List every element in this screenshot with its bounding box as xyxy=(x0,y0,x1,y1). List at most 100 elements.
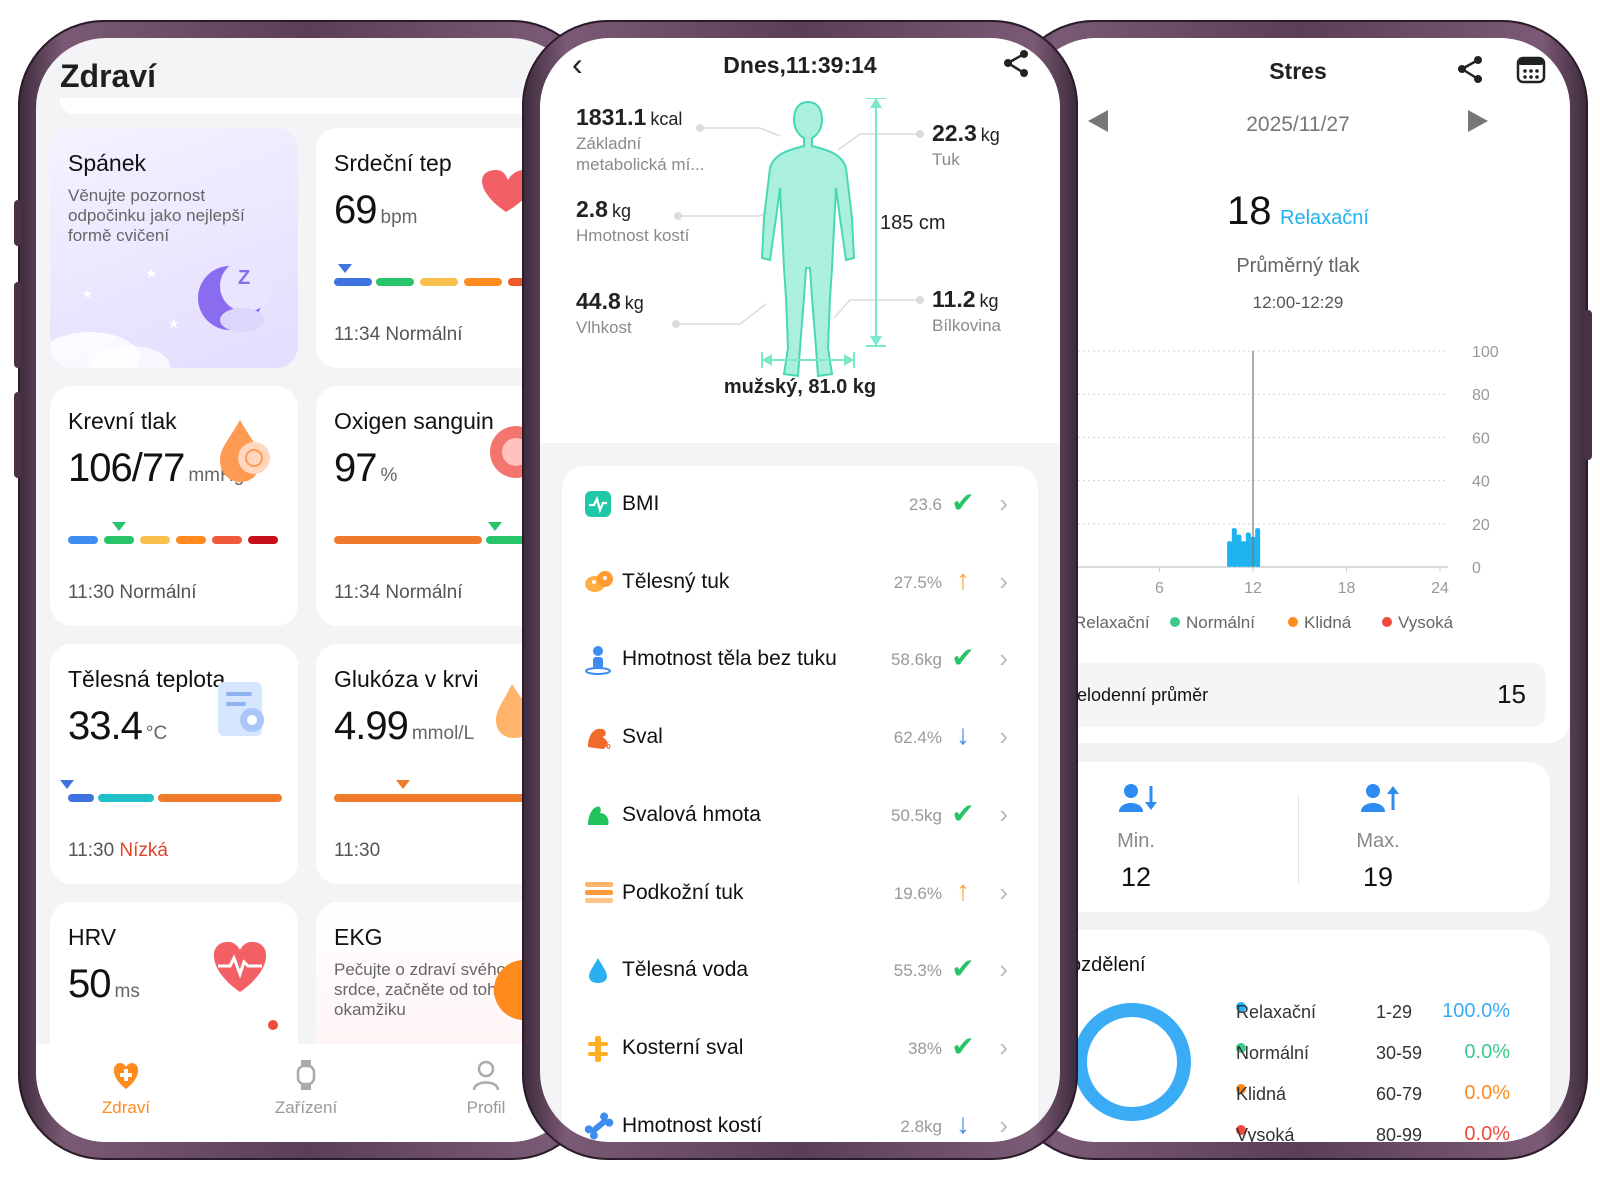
page-title: Dnes,11:39:14 xyxy=(723,52,877,78)
bone-icon xyxy=(584,1112,614,1140)
metric-value: 62.4% xyxy=(893,728,942,748)
metric-row[interactable]: Tělesná voda 55.3% ✔ › xyxy=(562,932,1038,1010)
pulse-icon xyxy=(584,490,612,518)
card-footer: 11:34 Normální xyxy=(334,582,463,603)
check-icon: ✔ xyxy=(951,487,975,518)
metric-row[interactable]: BMI 23.6 ✔ › xyxy=(562,466,1038,544)
bmr-metric: 1831.1 kcal Základní metabolická mí... xyxy=(576,104,705,174)
body-screen: ‹ Dnes,11:39:14 xyxy=(540,38,1060,1142)
stress-bar xyxy=(1231,528,1237,567)
metric-row[interactable]: Hmotnost kostí 2.8kg ↓ › xyxy=(562,1088,1038,1142)
svg-text:★: ★ xyxy=(168,316,180,331)
stress-up-icon xyxy=(1361,784,1399,812)
stress-subtitle: Průměrný tlak xyxy=(1236,255,1360,277)
stress-bar xyxy=(1236,534,1242,567)
water-metric: 44.8 kg Vlhkost xyxy=(576,288,644,337)
heart-icon xyxy=(482,170,536,212)
page-title: Stres xyxy=(1269,58,1327,84)
level-segment xyxy=(140,536,170,544)
stress-bar xyxy=(1241,541,1247,567)
page-title: Zdraví xyxy=(60,58,157,94)
y-tick-label: 80 xyxy=(1472,387,1490,404)
chevron-right-icon: › xyxy=(999,798,1008,829)
thermometer-doc-icon xyxy=(218,682,264,736)
bottom-nav: Zdraví Zařízení Profil xyxy=(36,1044,580,1142)
metric-row[interactable]: Svalová hmota 50.5kg ✔ › xyxy=(562,777,1038,855)
metric-value: 58.6kg xyxy=(890,650,942,670)
check-icon: ✔ xyxy=(951,642,975,674)
metric-row[interactable]: Tělesný tuk 27.5% ↑ › xyxy=(562,544,1038,622)
metric-value: 50.5kg xyxy=(890,805,942,825)
nav-profile[interactable]: Profil xyxy=(436,1058,536,1118)
time-range: 12:00-12:29 xyxy=(1252,293,1344,312)
arrow-down-icon: ↓ xyxy=(956,1107,970,1139)
temperature-card[interactable]: Tělesná teplota 33.4 °C 11:30 Nízká xyxy=(50,644,298,884)
layers-icon xyxy=(584,879,613,907)
protein-metric: 11.2 kg Bílkovina xyxy=(932,286,1001,335)
metric-value: 23.6 xyxy=(908,495,942,514)
spo2-value: 97% xyxy=(334,446,398,490)
phone-stress: ‹ Stres 2025/11/27 18 Relaxační Průměrný… xyxy=(1008,20,1592,1160)
phone-health: Zdraví Spánek Věnujte pozornost odpočink… xyxy=(14,20,598,1160)
legend-calm: Klidná xyxy=(1288,613,1351,633)
stress-bar xyxy=(1245,532,1251,567)
phone-button xyxy=(14,392,22,478)
level-marker xyxy=(396,780,410,789)
card-footer: 11:30 Nízká xyxy=(68,840,168,861)
metric-name: Hmotnost kostí xyxy=(622,1113,763,1137)
level-marker xyxy=(338,264,352,273)
next-day-icon[interactable] xyxy=(1468,110,1488,132)
y-tick-label: 40 xyxy=(1472,474,1490,491)
level-segment xyxy=(176,536,206,544)
metric-row[interactable]: % Sval 62.4% ↓ › xyxy=(562,699,1038,777)
nav-device[interactable]: Zařízení xyxy=(256,1058,356,1118)
date-label: 2025/11/27 xyxy=(1246,113,1350,136)
legend-high: Vysoká xyxy=(1382,613,1453,633)
gender-weight-label: mužský, 81.0 kg xyxy=(723,376,877,398)
level-segment xyxy=(486,536,526,544)
check-icon: ✔ xyxy=(951,953,975,985)
y-tick-label: 100 xyxy=(1472,344,1499,361)
card-title: Srdeční tep xyxy=(334,150,452,176)
x-tick-label: 6 xyxy=(1155,580,1164,593)
metric-row[interactable]: Kosterní sval 38% ✔ › xyxy=(562,1010,1038,1088)
phone-button xyxy=(1584,310,1592,460)
level-segment xyxy=(68,794,94,802)
prev-day-icon[interactable] xyxy=(1088,110,1108,132)
blood-pressure-value: 106/77 mmHg xyxy=(68,446,245,490)
calendar-icon[interactable] xyxy=(1516,54,1546,84)
metric-row[interactable]: Podkožní tuk 19.6% ↑ › xyxy=(562,855,1038,933)
metric-name: Svalová hmota xyxy=(622,802,761,826)
metric-name: Hmotnost těla bez tuku xyxy=(622,647,837,671)
distribution-row: Relaxační 1-29 100.0% xyxy=(1236,1000,1510,1022)
x-tick-label: 24 xyxy=(1431,580,1449,593)
blood-pressure-card[interactable]: Krevní tlak 106/77 mmHg 11:30 Normální xyxy=(50,386,298,626)
back-icon[interactable]: ‹ xyxy=(572,46,583,82)
svg-text:%: % xyxy=(601,740,611,751)
arrow-up-icon: ↑ xyxy=(956,874,970,906)
metric-value: 2.8kg xyxy=(900,1116,942,1136)
share-icon[interactable] xyxy=(1456,54,1486,84)
chevron-right-icon: › xyxy=(999,876,1008,907)
health-icon xyxy=(76,1058,176,1098)
nav-health[interactable]: Zdraví xyxy=(76,1058,176,1118)
stress-screen: ‹ Stres 2025/11/27 18 Relaxační Průměrný… xyxy=(1026,38,1570,1142)
sleep-card[interactable]: Spánek Věnujte pozornost odpočinku jako … xyxy=(50,128,298,368)
distribution-card: ozdělení Relaxační 1-29 100.0% Normální 30-5… xyxy=(1046,930,1550,1142)
share-icon[interactable] xyxy=(1002,48,1032,78)
arm-icon xyxy=(584,801,612,829)
stress-chart: 02040608010006121824 xyxy=(1058,344,1499,593)
level-marker xyxy=(60,780,74,789)
chevron-right-icon: › xyxy=(999,721,1008,752)
metric-row[interactable]: Hmotnost těla bez tuku 58.6kg ✔ › xyxy=(562,621,1038,699)
notification-dot xyxy=(268,1020,278,1030)
level-segment xyxy=(248,536,278,544)
heart-rate-value: 69 bpm xyxy=(334,188,418,232)
arrow-up-icon: ↑ xyxy=(956,563,970,595)
height-label: 185 cm xyxy=(880,212,946,234)
fat-metric: 22.3 kg Tuk xyxy=(932,120,1000,169)
x-tick-label: 12 xyxy=(1244,580,1262,593)
header-divider xyxy=(60,98,550,114)
stress-summary-card: 18 Relaxační Průměrný tlak 12:00-12:29 0… xyxy=(1026,173,1570,743)
stress-bar xyxy=(1227,541,1233,567)
